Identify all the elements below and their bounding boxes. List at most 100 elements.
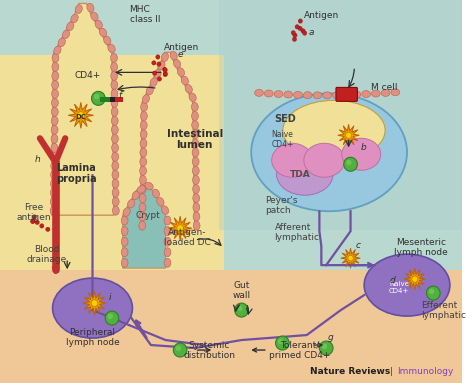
Ellipse shape — [140, 111, 147, 121]
Text: Immunology: Immunology — [397, 367, 454, 376]
Text: Blood
drainage: Blood drainage — [27, 245, 67, 264]
Ellipse shape — [112, 161, 118, 170]
Ellipse shape — [100, 28, 107, 37]
Ellipse shape — [276, 153, 333, 195]
Text: DC: DC — [75, 114, 86, 120]
Ellipse shape — [283, 100, 385, 160]
Ellipse shape — [112, 152, 118, 161]
Ellipse shape — [164, 259, 171, 267]
Ellipse shape — [110, 53, 118, 62]
Text: Systemic
distribution: Systemic distribution — [183, 340, 236, 360]
Circle shape — [163, 68, 167, 72]
Ellipse shape — [111, 98, 118, 107]
Ellipse shape — [191, 111, 198, 121]
Ellipse shape — [52, 62, 59, 71]
Ellipse shape — [121, 259, 128, 267]
Ellipse shape — [87, 3, 94, 12]
Polygon shape — [0, 56, 224, 270]
Ellipse shape — [192, 175, 200, 185]
Text: Tolerant/
primed CD4+: Tolerant/ primed CD4+ — [269, 340, 330, 360]
Ellipse shape — [71, 14, 78, 23]
Ellipse shape — [58, 38, 65, 47]
Ellipse shape — [185, 85, 192, 93]
Ellipse shape — [192, 148, 199, 157]
Ellipse shape — [139, 185, 146, 194]
Ellipse shape — [112, 170, 119, 179]
Ellipse shape — [192, 157, 199, 166]
Ellipse shape — [141, 102, 147, 111]
Ellipse shape — [142, 95, 149, 103]
Ellipse shape — [303, 92, 312, 99]
Text: MHC
class II: MHC class II — [129, 5, 160, 25]
Circle shape — [237, 306, 243, 311]
Ellipse shape — [164, 248, 171, 257]
Circle shape — [153, 71, 157, 75]
Ellipse shape — [91, 12, 98, 21]
Circle shape — [344, 157, 357, 171]
Text: Antigen: Antigen — [304, 11, 339, 20]
Ellipse shape — [51, 116, 58, 125]
Ellipse shape — [95, 20, 102, 29]
Text: Mesenteric
lymph node: Mesenteric lymph node — [394, 238, 447, 257]
Text: d: d — [390, 276, 395, 285]
Ellipse shape — [145, 182, 153, 190]
Circle shape — [30, 219, 35, 224]
Circle shape — [177, 225, 183, 232]
FancyBboxPatch shape — [115, 97, 123, 102]
Text: g: g — [328, 333, 334, 342]
Polygon shape — [0, 56, 224, 383]
Ellipse shape — [121, 227, 128, 236]
Ellipse shape — [104, 36, 111, 45]
Ellipse shape — [111, 107, 118, 116]
Text: f: f — [118, 91, 121, 100]
Ellipse shape — [140, 166, 146, 175]
Ellipse shape — [112, 188, 119, 197]
Text: h: h — [35, 155, 41, 164]
Polygon shape — [52, 3, 114, 215]
Circle shape — [46, 227, 50, 231]
Circle shape — [298, 26, 302, 31]
Ellipse shape — [157, 198, 164, 206]
Ellipse shape — [158, 61, 165, 70]
Circle shape — [293, 33, 297, 38]
Ellipse shape — [51, 107, 58, 116]
Ellipse shape — [274, 90, 283, 98]
Ellipse shape — [50, 197, 57, 206]
Ellipse shape — [170, 51, 177, 60]
Ellipse shape — [111, 89, 118, 98]
Polygon shape — [68, 102, 93, 128]
Ellipse shape — [111, 71, 118, 80]
Ellipse shape — [161, 53, 168, 62]
Circle shape — [346, 132, 352, 138]
Circle shape — [322, 344, 327, 349]
Ellipse shape — [272, 143, 312, 177]
FancyBboxPatch shape — [0, 0, 462, 383]
Ellipse shape — [154, 69, 161, 78]
Ellipse shape — [161, 206, 169, 214]
Ellipse shape — [189, 93, 196, 101]
Circle shape — [292, 37, 297, 41]
Text: e: e — [177, 51, 183, 59]
Ellipse shape — [52, 80, 58, 89]
Polygon shape — [123, 185, 165, 268]
Circle shape — [278, 339, 283, 344]
Text: CD4+: CD4+ — [75, 71, 101, 80]
Ellipse shape — [51, 161, 57, 170]
Polygon shape — [0, 270, 462, 383]
Ellipse shape — [52, 71, 59, 80]
Ellipse shape — [284, 91, 292, 98]
Ellipse shape — [139, 221, 146, 230]
Ellipse shape — [191, 121, 199, 129]
Ellipse shape — [108, 44, 115, 53]
Circle shape — [346, 160, 352, 165]
Polygon shape — [338, 124, 359, 146]
Circle shape — [157, 77, 162, 81]
Text: Naive
CD4+: Naive CD4+ — [389, 281, 410, 294]
Circle shape — [35, 220, 39, 224]
Circle shape — [156, 55, 160, 59]
Circle shape — [40, 224, 44, 228]
Text: Peripheral
lymph node: Peripheral lymph node — [65, 327, 119, 347]
Ellipse shape — [193, 194, 200, 203]
Text: TDA: TDA — [290, 170, 310, 179]
Text: Gut
wall: Gut wall — [232, 281, 251, 300]
